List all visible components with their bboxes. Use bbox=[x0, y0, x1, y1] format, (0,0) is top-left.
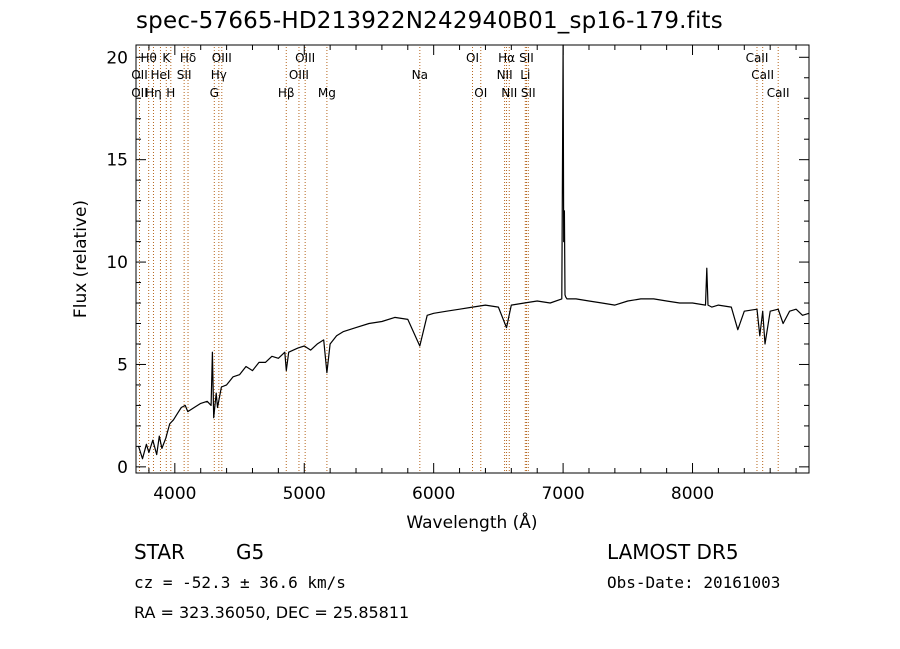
spectral-line-label: Hδ bbox=[180, 51, 196, 65]
survey-name: LAMOST DR5 bbox=[607, 540, 739, 564]
spectral-line-label: CaII bbox=[767, 86, 790, 100]
spectral-line-label: HeI bbox=[150, 68, 170, 82]
spectral-line-labels: Hθ K Hδ OIII OIII OI Hα SII CaII OII HeI SII Hγ OIII N… bbox=[131, 51, 789, 100]
y-tick-label: 15 bbox=[106, 151, 128, 171]
spectral-line-label: SII bbox=[519, 51, 534, 65]
spectral-line-label: OIII bbox=[212, 51, 232, 65]
y-axis-label: Flux (relative) bbox=[71, 200, 91, 318]
x-axis-label: Wavelength (Å) bbox=[406, 511, 537, 533]
spectral-line-label: K bbox=[162, 51, 171, 65]
x-tick-label: 5000 bbox=[283, 484, 326, 504]
y-tick-label: 5 bbox=[117, 355, 128, 375]
spectrum-title: spec-57665-HD213922N242940B01_sp16-179.f… bbox=[136, 8, 723, 34]
y-tick-label: 20 bbox=[106, 48, 128, 68]
spectral-line-label: NII bbox=[497, 68, 513, 82]
spectral-line-label: Hγ bbox=[211, 68, 227, 82]
spectrum-series bbox=[138, 44, 810, 460]
plot-frame bbox=[135, 44, 810, 474]
observation-date: Obs-Date: 20161003 bbox=[607, 573, 781, 592]
x-tick-label: 8000 bbox=[671, 484, 714, 504]
spectral-line-label: Mg bbox=[318, 86, 336, 100]
spectral-line-label: Hθ bbox=[140, 51, 156, 65]
spectral-line-label: CaII bbox=[751, 68, 774, 82]
object-class: STAR bbox=[134, 540, 185, 564]
spectral-line-label: Hβ bbox=[278, 86, 295, 100]
spectral-line-label: Hη bbox=[145, 86, 162, 100]
spectral-line-label: OI bbox=[466, 51, 479, 65]
spectrum-line bbox=[138, 44, 810, 460]
x-tick-label: 4000 bbox=[153, 484, 196, 504]
spectral-line-label: OII bbox=[131, 86, 148, 100]
spectral-line-label: OI bbox=[474, 86, 487, 100]
axis-ticks: 4000 5000 6000 7000 8000 0 5 10 15 20 bbox=[106, 45, 809, 504]
spectral-line-label: H bbox=[166, 86, 175, 100]
spectral-line-label: SII bbox=[521, 86, 536, 100]
object-subclass: G5 bbox=[236, 540, 265, 564]
spectral-line-label: Hα bbox=[498, 51, 515, 65]
redshift-velocity: cz = -52.3 ± 36.6 km/s bbox=[134, 573, 346, 592]
spectral-line-label: Li bbox=[520, 68, 530, 82]
coordinates: RA = 323.36050, DEC = 25.85811 bbox=[134, 603, 410, 622]
y-tick-label: 0 bbox=[117, 458, 128, 478]
y-tick-label: 10 bbox=[106, 253, 128, 273]
spectral-line-label: OIII bbox=[295, 51, 315, 65]
x-tick-label: 7000 bbox=[541, 484, 584, 504]
spectral-line-label: CaII bbox=[746, 51, 769, 65]
spectral-line-label: NII bbox=[501, 86, 517, 100]
spectral-line-markers bbox=[138, 47, 779, 471]
spectral-line-label: G bbox=[210, 86, 219, 100]
spectral-line-label: SII bbox=[177, 68, 192, 82]
spectral-line-label: OIII bbox=[289, 68, 309, 82]
spectral-line-label: Na bbox=[412, 68, 428, 82]
x-tick-label: 6000 bbox=[412, 484, 455, 504]
spectral-line-label: OII bbox=[131, 68, 148, 82]
